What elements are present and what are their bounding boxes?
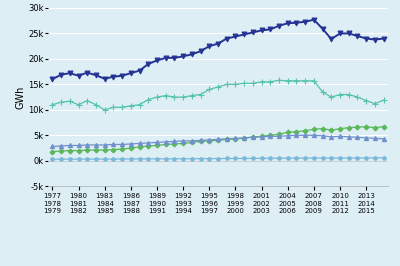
Y-axis label: GWh: GWh [16, 85, 26, 109]
